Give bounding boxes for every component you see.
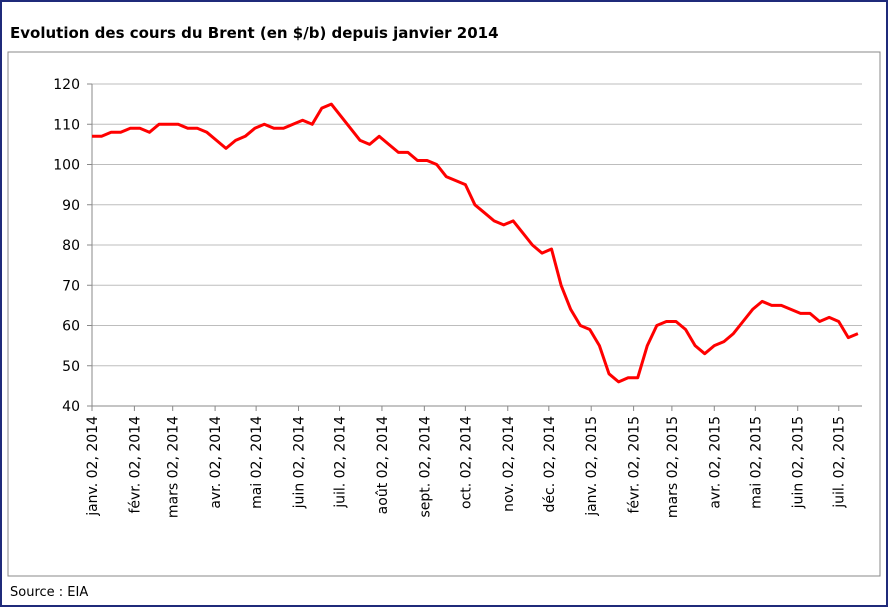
source: Source : EIA: [10, 585, 88, 600]
x-tick-label: févr. 02, 2015: [627, 416, 643, 514]
y-tick-label: 80: [62, 238, 80, 254]
x-tick-label: déc. 02, 2014: [542, 416, 558, 513]
x-tick-label: avr. 02, 2015: [707, 416, 723, 509]
x-tick-label: nov. 02, 2014: [501, 416, 517, 512]
x-tick-label: mai 02, 2015: [748, 416, 764, 509]
chart-frame: [7, 51, 881, 577]
x-tick-label: juil. 02, 2015: [832, 416, 848, 509]
x-tick-label: août 02, 2014: [375, 416, 391, 514]
x-tick-label: juil. 02, 2014: [333, 416, 349, 509]
x-tick-label: mars 02, 2015: [665, 416, 681, 518]
x-tick-label: janv. 02, 2015: [584, 416, 600, 517]
chart-title: Evolution des cours du Brent (en $/b) de…: [10, 24, 499, 42]
x-tick-label: févr. 02, 2014: [127, 416, 143, 514]
x-tick-label: avr. 02, 2014: [208, 416, 224, 509]
x-tick-label: juin 02, 2015: [791, 416, 807, 509]
y-tick-label: 110: [53, 117, 80, 133]
y-tick-label: 70: [62, 278, 80, 294]
x-tick-label: mars 02, 2014: [166, 416, 182, 518]
y-tick-label: 100: [53, 158, 80, 174]
x-tick-label: sept. 02, 2014: [417, 416, 433, 518]
x-tick-label: juin 02, 2014: [292, 416, 308, 509]
x-tick-label: mai 02, 2014: [249, 416, 265, 509]
x-tick-label: janv. 02, 2014: [85, 416, 101, 517]
y-tick-label: 90: [62, 198, 80, 214]
y-tick-label: 50: [62, 359, 80, 375]
data-line: [92, 102, 859, 384]
y-tick-label: 60: [62, 319, 80, 335]
y-tick-label: 40: [62, 399, 80, 415]
y-tick-label: 120: [53, 77, 80, 93]
x-tick-label: oct. 02, 2014: [458, 416, 474, 509]
